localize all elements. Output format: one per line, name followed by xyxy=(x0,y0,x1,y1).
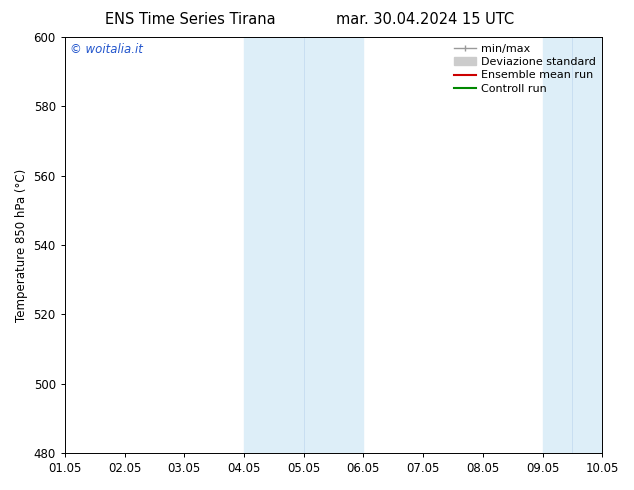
Text: © woitalia.it: © woitalia.it xyxy=(70,44,143,56)
Bar xyxy=(573,37,602,453)
Legend: min/max, Deviazione standard, Ensemble mean run, Controll run: min/max, Deviazione standard, Ensemble m… xyxy=(450,39,600,98)
Bar xyxy=(244,37,304,453)
Text: mar. 30.04.2024 15 UTC: mar. 30.04.2024 15 UTC xyxy=(336,12,514,27)
Y-axis label: Temperature 850 hPa (°C): Temperature 850 hPa (°C) xyxy=(15,169,28,322)
Bar xyxy=(304,37,363,453)
Bar xyxy=(543,37,573,453)
Text: ENS Time Series Tirana: ENS Time Series Tirana xyxy=(105,12,276,27)
